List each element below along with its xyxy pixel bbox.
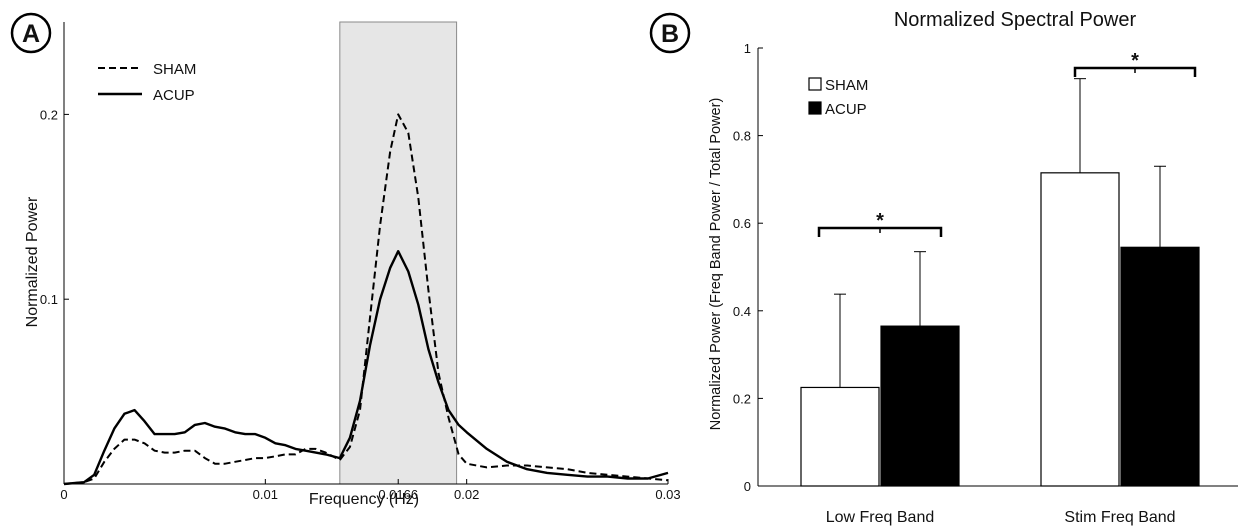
series-line-acup [63, 250, 669, 486]
category-label: Stim Freq Band [1064, 509, 1175, 526]
panel-a-x-axis-label: Frequency (Hz) [309, 491, 419, 508]
panel-a-label: A [22, 20, 40, 48]
y-tick-label: 0.2 [733, 391, 751, 406]
panel-a-series [63, 113, 669, 486]
y-tick-label: 0 [744, 479, 751, 494]
panel-b: B Normalized Spectral Power Normalized P… [649, 9, 1238, 526]
x-tick-label: 0.01 [253, 487, 278, 502]
legend-sham-box [808, 77, 822, 91]
panel-b-y-axis-label: Normalized Power (Freq Band Power / Tota… [708, 98, 724, 431]
x-tick-label: 0.02 [454, 487, 479, 502]
legend-acup-label: ACUP [153, 87, 195, 104]
series-line-sham [63, 113, 669, 485]
x-tick-label: 0 [60, 487, 67, 502]
y-tick-label: 1 [744, 41, 751, 56]
panel-a-y-axis-label: Normalized Power [24, 196, 41, 327]
panel-b-legend: SHAM ACUP [808, 77, 868, 118]
bar-acup [880, 325, 960, 487]
y-tick-label: 0.1 [40, 292, 58, 307]
y-tick-label: 0.4 [733, 304, 751, 319]
panel-b-bars [800, 78, 1200, 487]
bar-sham [800, 386, 880, 487]
legend-acup-label: ACUP [825, 101, 867, 118]
panel-b-label: B [661, 20, 679, 48]
y-tick-label: 0.8 [733, 129, 751, 144]
legend-sham-label: SHAM [825, 77, 868, 94]
panel-b-title: Normalized Spectral Power [894, 9, 1137, 31]
panel-b-significance: ** [817, 50, 1197, 237]
panel-a-legend: SHAM ACUP [98, 61, 196, 104]
panel-a-ticks: 0 0.01 0.0166 0.02 0.03 0.1 0.2 [40, 107, 681, 502]
panel-b-ticks: 0 0.2 0.4 0.6 0.8 1 [733, 41, 763, 494]
legend-acup-box [808, 101, 822, 115]
y-tick-label: 0.2 [40, 107, 58, 122]
significance-star: * [1131, 50, 1139, 72]
category-label: Low Freq Band [826, 509, 935, 526]
bar-acup [1120, 246, 1200, 487]
bar-sham [1040, 172, 1120, 487]
x-tick-label: 0.0166 [378, 487, 418, 502]
panel-a: A 0 0.01 0.0166 0.02 0.03 0.1 0.2 Frequency (H… [10, 12, 681, 508]
x-tick-label: 0.03 [655, 487, 680, 502]
legend-sham-label: SHAM [153, 61, 196, 78]
panel-b-badge [649, 12, 691, 54]
panel-a-badge [10, 12, 52, 54]
significance-star: * [876, 210, 884, 232]
panel-b-categories: Low Freq Band Stim Freq Band [826, 509, 1176, 526]
y-tick-label: 0.6 [733, 216, 751, 231]
